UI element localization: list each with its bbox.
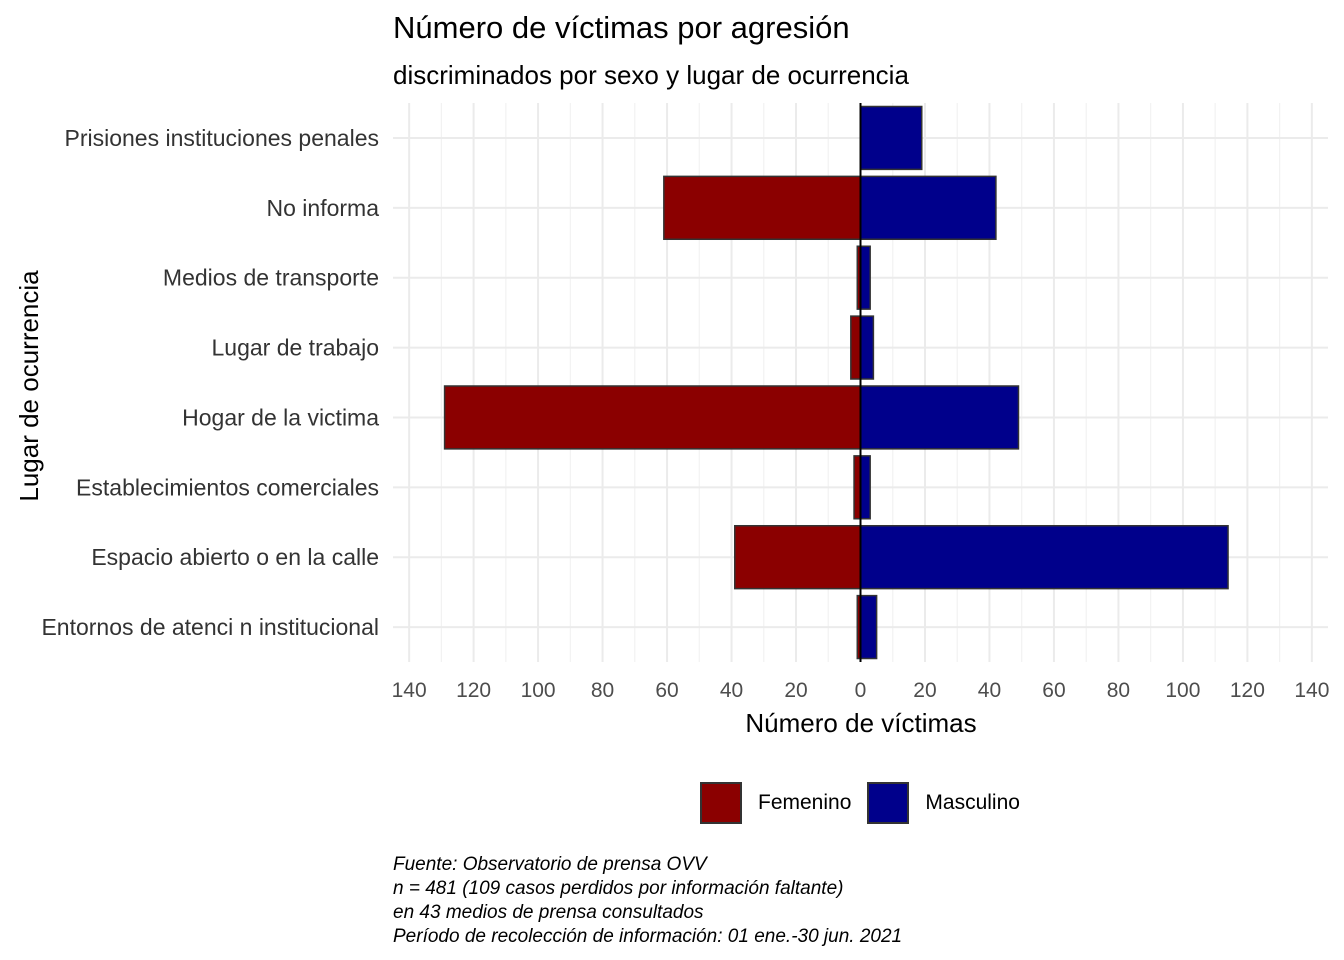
bars [443, 105, 1229, 660]
bar-masculino-3 [859, 315, 875, 380]
caption-line-n: n = 481 (109 casos perdidos por informac… [393, 878, 844, 899]
x-axis-tick-labels: 140 120 100 80 60 40 20 0 20 40 60 80 100 120 140 [392, 679, 1330, 702]
y-tick-label: Entornos de atenci n institucional [41, 614, 379, 640]
y-tick-label: Lugar de trabajo [211, 335, 379, 361]
bar-femenino-3 [850, 315, 862, 380]
legend-key-masculino [867, 782, 910, 824]
legend-key-femenino [700, 782, 742, 824]
bar-masculino-4 [859, 385, 1020, 450]
x-tick-label: 140 [1294, 679, 1329, 702]
y-tick-label: Establecimientos comerciales [76, 474, 379, 500]
y-tick-label: Hogar de la victima [182, 404, 379, 430]
x-tick-label: 100 [521, 679, 556, 702]
x-tick-label: 20 [913, 679, 936, 702]
bar-masculino-6 [859, 524, 1229, 590]
caption: Fuente: Observatorio de prensa OVV n = 4… [393, 853, 902, 949]
bar-masculino-2 [859, 245, 871, 310]
bar-masculino-7 [859, 594, 878, 660]
x-tick-label: 0 [855, 679, 867, 702]
legend-label-masculino: Masculino [925, 791, 1020, 814]
x-tick-label: 80 [591, 679, 614, 702]
x-tick-label: 40 [978, 679, 1001, 702]
bar-masculino-0 [859, 105, 923, 171]
x-tick-label: 60 [655, 679, 678, 702]
y-axis-title: Lugar de ocurrencia [14, 270, 44, 502]
caption-line-media: en 43 medios de prensa consultados [393, 902, 704, 923]
legend: Femenino Masculino [700, 780, 1036, 826]
x-tick-label: 60 [1042, 679, 1065, 702]
x-tick-label: 100 [1165, 679, 1200, 702]
y-tick-label: Prisiones instituciones penales [64, 125, 379, 151]
caption-line-period: Período de recolección de información: 0… [393, 926, 903, 947]
legend-label-femenino: Femenino [758, 791, 852, 814]
x-tick-label: 120 [456, 679, 491, 702]
legend-item-femenino: Femenino [700, 782, 851, 824]
bar-femenino-1 [663, 175, 862, 241]
bar-femenino-4 [443, 385, 862, 450]
x-tick-label: 40 [720, 679, 743, 702]
y-axis-tick-labels: Prisiones instituciones penales No inform… [41, 125, 379, 640]
bar-masculino-1 [859, 175, 997, 241]
x-tick-label: 20 [784, 679, 807, 702]
bar-masculino-5 [859, 455, 871, 520]
y-tick-label: No informa [267, 195, 380, 221]
chart-title: Número de víctimas por agresión [393, 10, 850, 45]
bar-femenino-6 [734, 524, 862, 590]
y-tick-label: Espacio abierto o en la calle [91, 544, 379, 570]
x-tick-label: 120 [1230, 679, 1265, 702]
x-tick-label: 80 [1107, 679, 1130, 702]
caption-line-source: Fuente: Observatorio de prensa OVV [393, 854, 707, 875]
chart-subtitle: discriminados por sexo y lugar de ocurre… [393, 60, 909, 90]
x-tick-label: 140 [392, 679, 427, 702]
legend-item-masculino: Masculino [867, 782, 1020, 824]
y-tick-label: Medios de transporte [163, 265, 379, 291]
x-axis-title: Número de víctimas [745, 708, 976, 738]
